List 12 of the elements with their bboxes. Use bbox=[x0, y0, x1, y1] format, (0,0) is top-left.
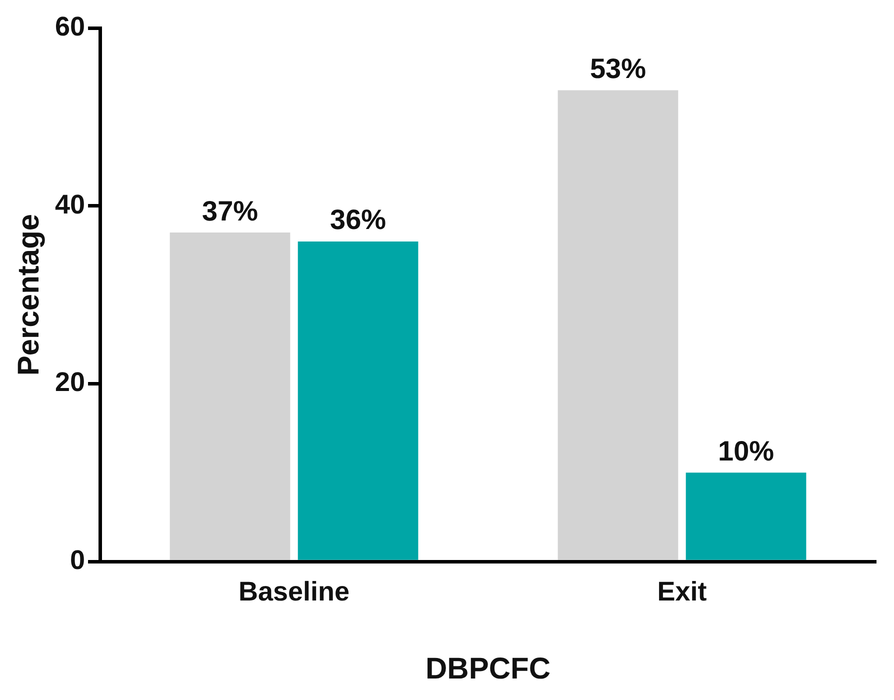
y-axis-title: Percentage bbox=[12, 214, 46, 376]
x-tick-label: Baseline bbox=[238, 576, 350, 606]
x-tick-label: Exit bbox=[657, 576, 707, 606]
data-label: 53% bbox=[590, 52, 646, 84]
y-tick-label: 0 bbox=[70, 545, 86, 576]
data-label: 36% bbox=[330, 204, 386, 236]
y-tick-label: 60 bbox=[54, 11, 86, 42]
data-label: 37% bbox=[202, 195, 258, 226]
x-axis-title: DBPCFC bbox=[426, 652, 551, 686]
data-label: 10% bbox=[718, 435, 774, 466]
y-tick-label: 40 bbox=[54, 189, 86, 220]
y-tick-label: 20 bbox=[54, 367, 86, 398]
